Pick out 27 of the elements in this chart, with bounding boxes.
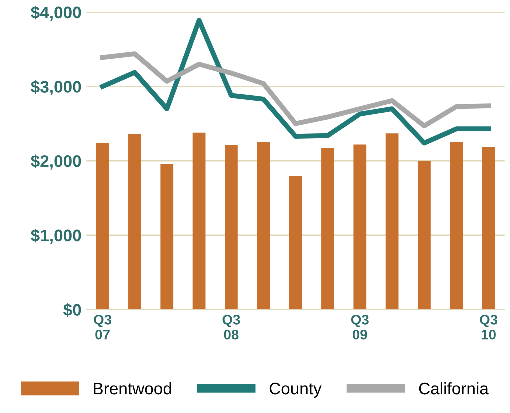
x-tick-label: Q3 10 (480, 314, 498, 340)
bar (322, 148, 334, 310)
legend-label: California (419, 382, 489, 395)
x-tick-label: Q3 07 (94, 314, 112, 340)
bar (450, 142, 464, 310)
y-tick-label: $4,000 (31, 6, 82, 22)
bar (192, 132, 206, 310)
bar (225, 145, 238, 310)
legend-label: County (270, 382, 322, 398)
x-tick-label: Q3 08 (222, 314, 240, 340)
bar (128, 134, 142, 310)
y-tick-label: $0 (64, 303, 82, 318)
y-tick-label: $2,000 (31, 154, 82, 170)
bar (418, 161, 431, 310)
x-tick-label: Q3 09 (351, 314, 369, 340)
bar (386, 134, 399, 310)
bar (96, 143, 110, 310)
bar (354, 144, 367, 310)
y-tick-label: $3,000 (31, 80, 82, 96)
bar (482, 146, 496, 310)
bar (289, 176, 302, 310)
bar (257, 142, 270, 310)
legend-label: Brentwood (94, 382, 172, 395)
y-tick-label: $1,000 (31, 229, 82, 244)
line-series (100, 18, 492, 146)
bar (160, 164, 174, 310)
line-series (100, 52, 492, 129)
